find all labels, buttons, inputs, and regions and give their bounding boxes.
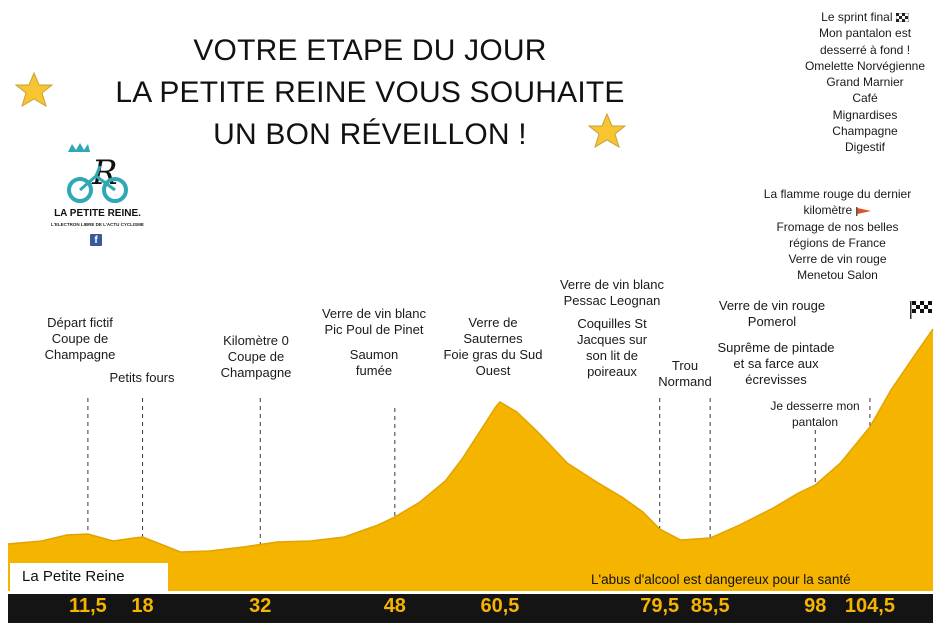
checkered-flag-icon: [910, 301, 932, 319]
title-line-3: UN BON RÉVEILLON !: [213, 118, 527, 151]
flag-square: [912, 305, 916, 309]
flag-square: [928, 301, 932, 305]
red-flag-icon: [855, 206, 871, 216]
title-line-1: VOTRE ETAPE DU JOUR: [193, 34, 547, 67]
km-tick-label: 104,5: [844, 595, 895, 617]
km-band: [8, 594, 933, 623]
flag-square: [924, 301, 928, 305]
flag-square: [916, 309, 920, 313]
logo-tagline: L'ELECTRON LIBRE DE L'ACTU CYCLISME: [51, 222, 144, 227]
stage-profile-edge: [7, 328, 934, 553]
annotation-km-18: Petits fours: [109, 370, 175, 385]
flag-square: [912, 301, 916, 305]
la-petite-reine-logo: R LA PETITE REINE. L'ELECTRON LIBRE DE L…: [40, 140, 155, 255]
km-tick-label: 98: [804, 595, 827, 617]
title-line-2: LA PETITE REINE VOUS SOUHAITE: [115, 76, 625, 109]
star-icon: [15, 72, 53, 108]
km-tick-label: 85,5: [690, 595, 730, 617]
race-name-label: La Petite Reine: [10, 563, 168, 592]
annotation-km-79-5-wine: Verre de vin blanc Pessac Leognan: [559, 277, 665, 308]
flag-square: [924, 309, 928, 313]
flag-square: [920, 305, 924, 309]
page-title: VOTRE ETAPE DU JOUR LA PETITE REINE VOUS…: [60, 30, 680, 156]
annotation-km-48-food: Saumon fumée: [349, 347, 399, 378]
flag-square: [928, 309, 932, 313]
annotation-km-32: Kilomètre 0 Coupe de Champagne: [220, 333, 292, 380]
annotation-km-79-5-food: Coquilles St Jacques sur son lit de poir…: [576, 316, 648, 379]
flag-square: [912, 309, 916, 313]
flag-square: [916, 301, 920, 305]
stage-profile-area: [8, 329, 933, 591]
flag-square: [920, 309, 924, 313]
star-icon: [588, 113, 626, 149]
flag-square: [916, 305, 920, 309]
annotation-km-98-food: Suprême de pintade et sa farce aux écrev…: [717, 340, 835, 387]
km-tick-label: 18: [131, 595, 154, 617]
flag-pole: [910, 301, 912, 319]
km-tick-label: 60,5: [480, 595, 520, 617]
alcohol-warning: L'abus d'alcool est dangereux pour la sa…: [591, 572, 851, 587]
annotation-km-85-5: Trou Normand: [658, 358, 712, 389]
checkered-flag-icon: [895, 13, 910, 23]
race-name-text: La Petite Reine: [22, 568, 125, 585]
annotation-km-98-pantalon: Je desserre mon pantalon: [770, 399, 860, 430]
flag-square: [928, 305, 932, 309]
annotation-km-60-5: Verre de Sauternes Foie gras du Sud Oues…: [443, 315, 543, 378]
km-tick-label: 79,5: [640, 595, 680, 617]
flamme-rouge-note: La flamme rouge du dernier kilomètre Fro…: [763, 187, 912, 283]
annotation-km-98-wine: Verre de vin rouge Pomerol: [718, 298, 826, 329]
flag-square: [924, 305, 928, 309]
facebook-icon[interactable]: f: [90, 234, 102, 246]
annotation-km-48-wine: Verre de vin blanc Pic Poul de Pinet: [321, 306, 427, 337]
flag-square: [920, 301, 924, 305]
km-tick-label: 32: [249, 595, 272, 617]
annotation-km-11-5: Départ fictif Coupe de Champagne: [44, 315, 116, 362]
sprint-final-note: Le sprint final Mon pantalon est desserr…: [804, 10, 926, 155]
cyclist-logo-icon: R: [67, 143, 128, 203]
logo-name: LA PETITE REINE.: [54, 208, 141, 219]
km-tick-label: 11,5: [68, 595, 107, 617]
km-tick-label: 48: [383, 595, 406, 617]
